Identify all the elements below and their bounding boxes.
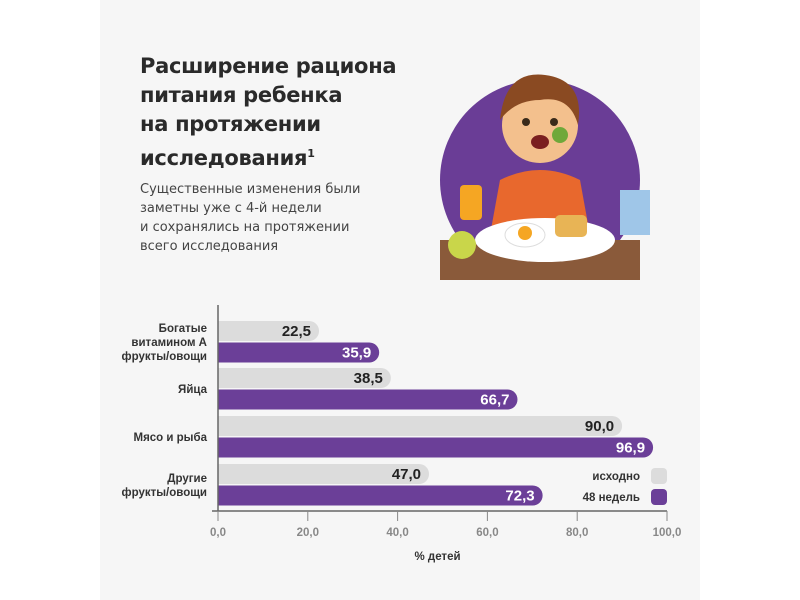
- x-tick-label: 60,0: [476, 527, 498, 539]
- title-line: на протяжении: [140, 112, 321, 136]
- hair-icon: [500, 74, 580, 125]
- bar-baseline: [218, 464, 430, 484]
- category-label: витамином А: [131, 337, 207, 349]
- legend-label: исходно: [592, 471, 640, 483]
- x-tick-label: 0,0: [210, 527, 226, 539]
- x-axis-title: % детей: [414, 551, 460, 563]
- category-label: Богатые: [159, 323, 207, 335]
- title-line: исследования: [140, 146, 308, 170]
- title-line: Расширение рациона: [140, 54, 397, 78]
- bar-value-label: 38,5: [354, 370, 383, 387]
- title-line: питания ребенка: [140, 83, 343, 107]
- bar-value-label: 35,9: [342, 345, 371, 362]
- footnote-marker: 1: [307, 147, 315, 160]
- child-eating-illustration: [440, 74, 650, 280]
- subtitle: Существенные изменения были заметны уже с…: [140, 180, 400, 256]
- bar-week48: [218, 437, 654, 458]
- category-label: фрукты/овощи: [122, 351, 207, 363]
- bar-value-label: 90,0: [585, 418, 614, 435]
- bar-value-label: 47,0: [392, 466, 421, 483]
- subtitle-line: и сохранялись на протяжении: [140, 220, 350, 235]
- face-icon: [502, 87, 578, 163]
- bar-baseline: [218, 416, 623, 437]
- bar-value-label: 96,9: [616, 440, 645, 457]
- bar-week48: [218, 389, 518, 410]
- subtitle-line: Существенные изменения были: [140, 182, 361, 197]
- legend-swatch: [651, 468, 667, 484]
- milk-carton-icon: [620, 190, 650, 235]
- juice-jar-icon: [460, 185, 482, 220]
- category-label: Мясо и рыба: [133, 432, 207, 444]
- category-label: Яйца: [178, 384, 208, 396]
- bar-baseline: [218, 368, 391, 388]
- x-tick-label: 100,0: [653, 527, 682, 539]
- bar-value-label: 66,7: [480, 392, 509, 409]
- bar-value-label: 22,5: [282, 323, 311, 340]
- subtitle-line: заметны уже с 4-й недели: [140, 201, 322, 216]
- legend-label: 48 недель: [583, 492, 640, 504]
- toast-icon: [555, 215, 587, 237]
- bar-week48: [218, 342, 380, 363]
- category-label: Другие: [167, 473, 207, 485]
- apple-icon: [448, 231, 476, 259]
- bar-value-label: 72,3: [505, 488, 534, 505]
- bar-baseline: [218, 321, 320, 342]
- x-tick-label: 80,0: [566, 527, 588, 539]
- subtitle-line: всего исследования: [140, 239, 279, 254]
- bar-week48: [218, 485, 543, 506]
- category-label: фрукты/овощи: [122, 487, 207, 499]
- legend-swatch: [651, 489, 667, 505]
- x-tick-label: 40,0: [386, 527, 408, 539]
- page-title: Расширение рациона питания ребенка на прот…: [140, 52, 420, 173]
- broccoli-icon: [552, 127, 568, 143]
- x-tick-label: 20,0: [297, 527, 319, 539]
